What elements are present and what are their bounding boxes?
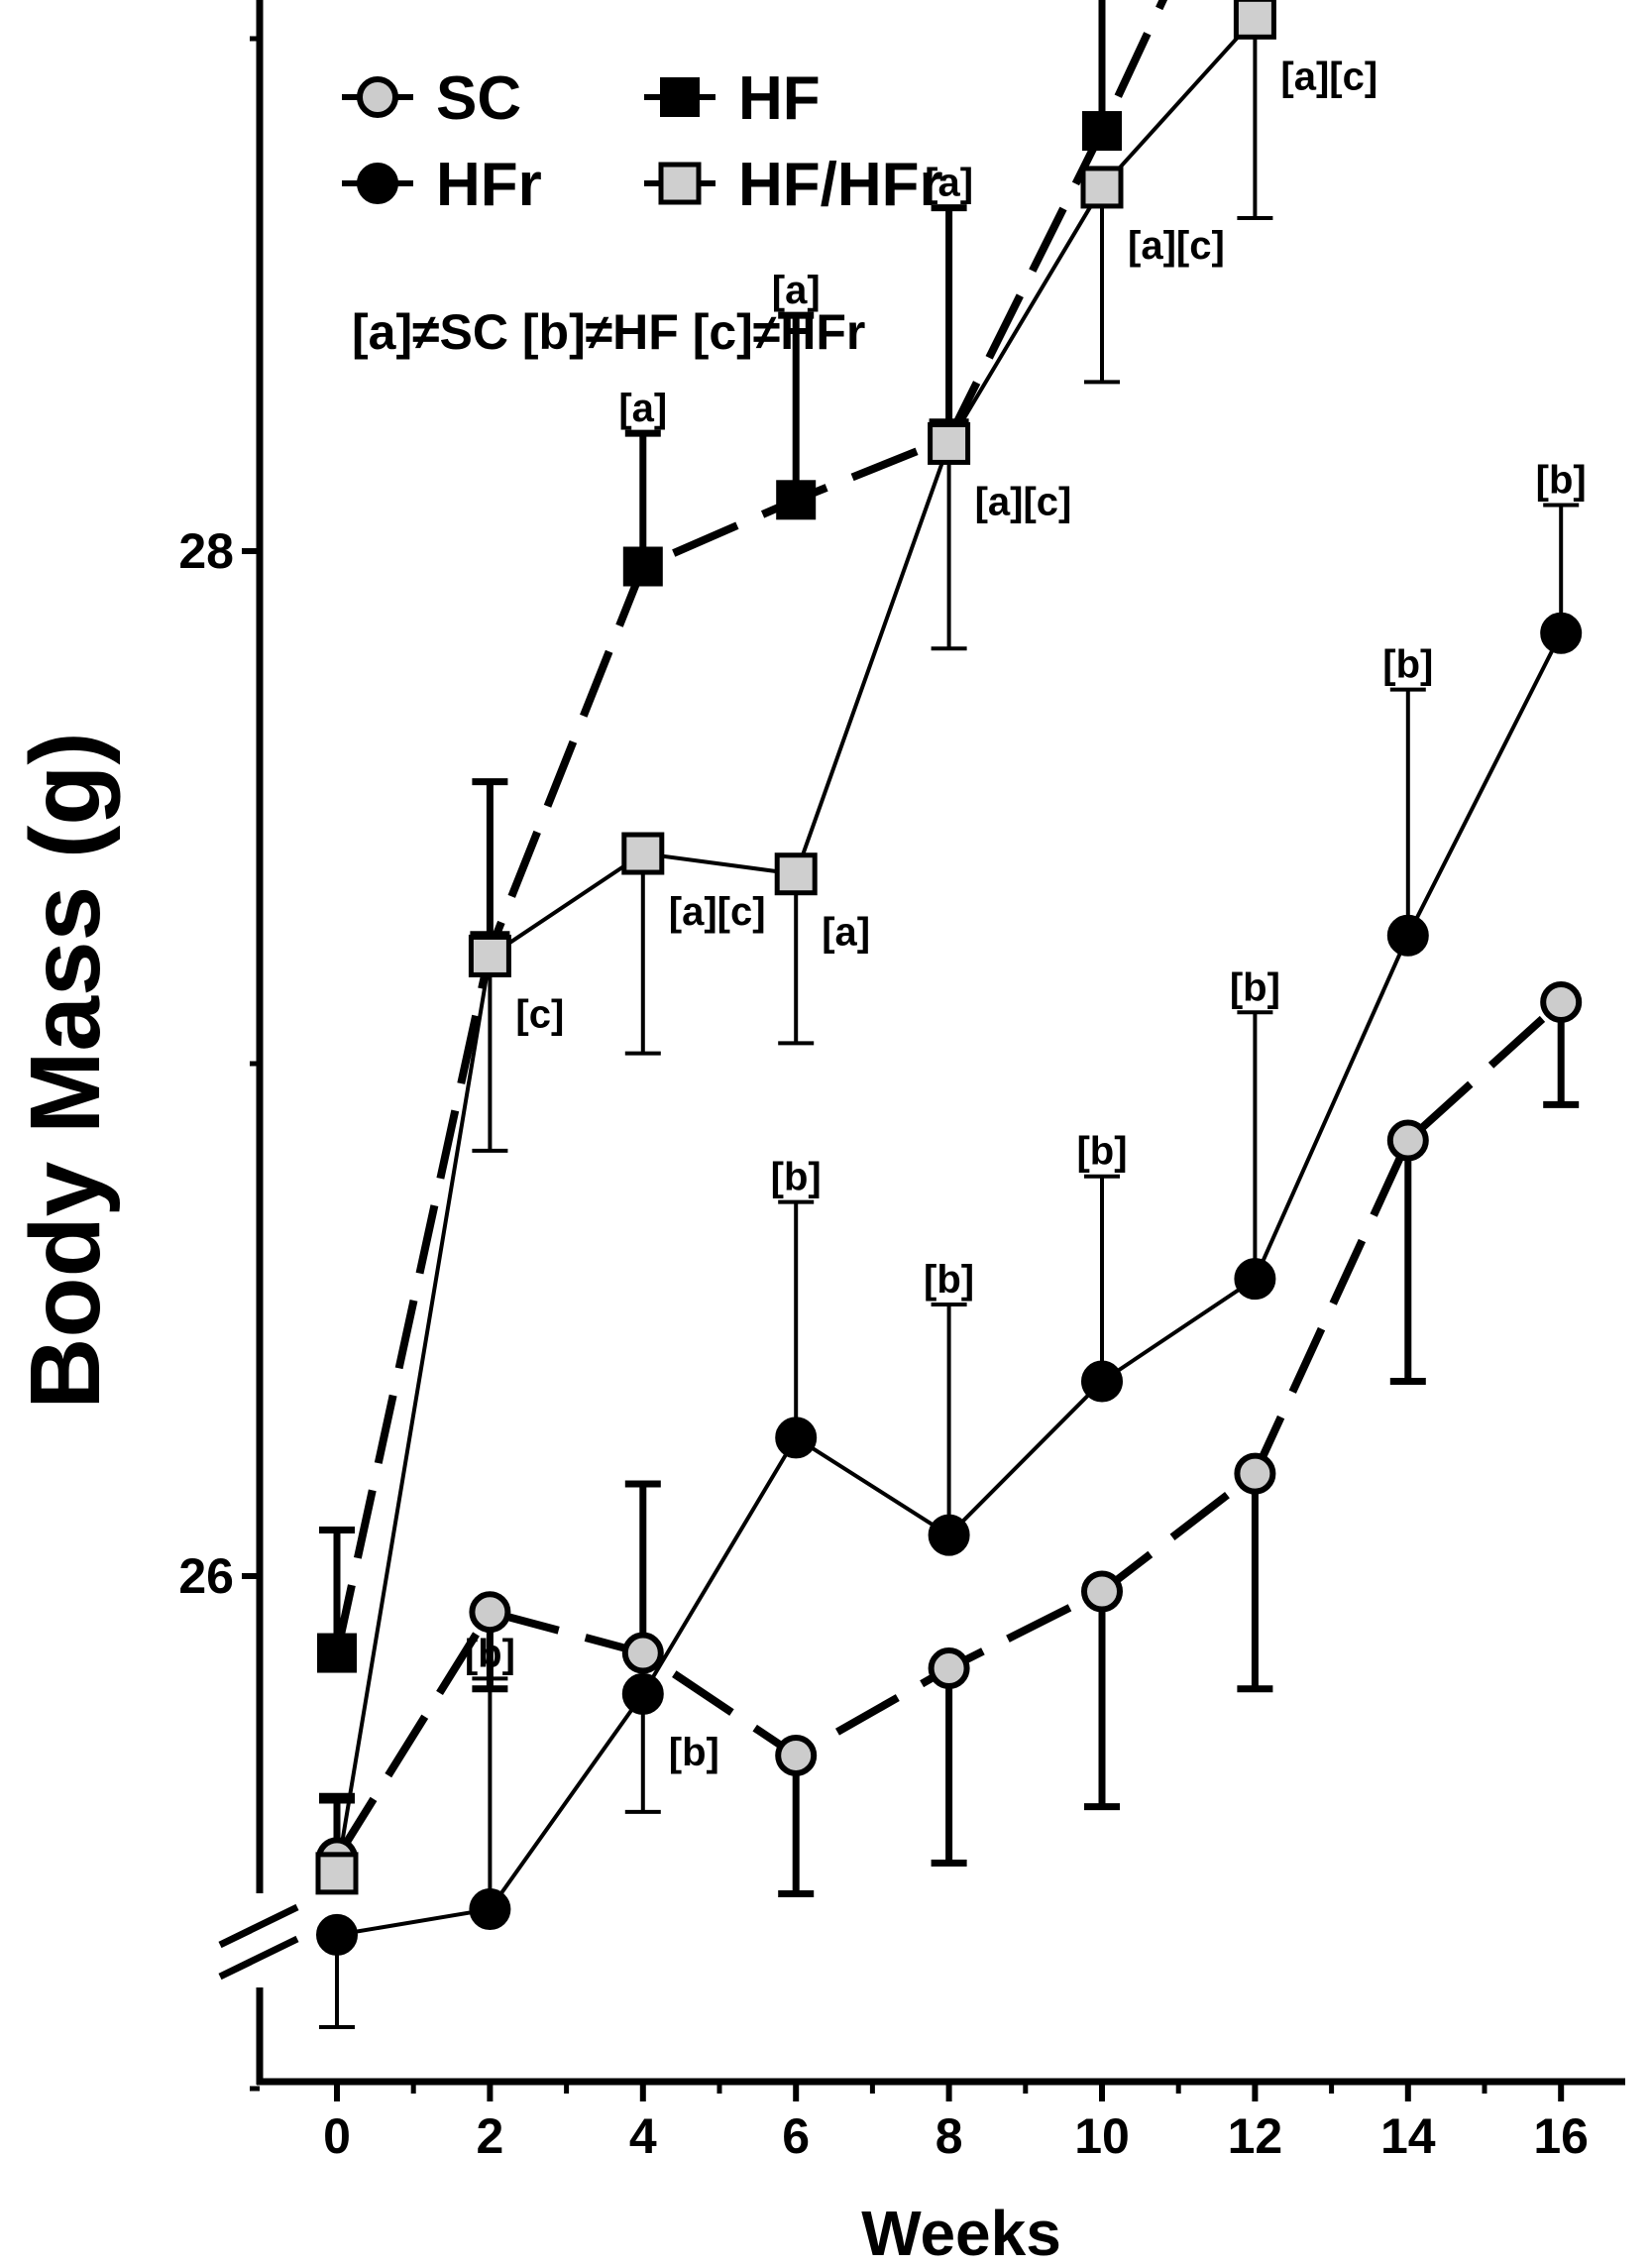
- x-tick-label: 10: [1074, 2108, 1130, 2164]
- significance-label-hf: [a]: [772, 269, 821, 312]
- significance-label-hf: [a]: [618, 387, 667, 430]
- x-tick-label: 16: [1533, 2108, 1589, 2164]
- marker-hf: [1082, 111, 1122, 152]
- marker-hfr: [1386, 914, 1429, 957]
- marker-sc: [621, 1632, 664, 1674]
- x-tick-label: 4: [629, 2108, 657, 2164]
- marker-hf: [622, 546, 663, 587]
- significance-label-hfr: [b]: [1382, 643, 1433, 687]
- marker-hf-hfr: [1080, 166, 1124, 209]
- significance-label-hf-hfr: [a][c]: [669, 890, 766, 934]
- legend-label-sc: SC: [436, 64, 521, 133]
- x-tick-label: 6: [782, 2108, 810, 2164]
- significance-label-hf-hfr: [a][c]: [975, 480, 1072, 523]
- legend: SC HFr HF HF/HFr: [342, 64, 943, 219]
- y-tick-label: 26: [178, 1548, 234, 1604]
- marker-hf-hfr: [468, 934, 511, 977]
- marker-sc: [469, 1591, 511, 1634]
- legend-label-hf: HF: [738, 64, 821, 133]
- significance-labels: [b] [b] [b] [b] [b] [b] [b] [b] [a] [a] [a] [a] [a][…: [465, 55, 1587, 1774]
- marker-hf-hfr: [774, 852, 818, 896]
- significance-label-hfr: [b]: [924, 1258, 974, 1302]
- legend-label-hfr: HFr: [436, 151, 542, 219]
- axes: 262830320246810121416: [178, 0, 1625, 2164]
- marker-hf: [776, 480, 817, 520]
- significance-label-hf-hfr: [c]: [515, 992, 564, 1036]
- marker-hfr: [928, 1514, 970, 1556]
- x-tick-label: 8: [936, 2108, 963, 2164]
- significance-label-hf: [a]: [925, 162, 973, 205]
- significance-label-hf-hfr: [a]: [822, 911, 870, 955]
- marker-hf-hfr: [1233, 0, 1276, 40]
- x-tick-label: 14: [1380, 2108, 1436, 2164]
- marker-hfr: [469, 1888, 511, 1931]
- legend-marker-hf: [660, 77, 700, 117]
- marker-hf-hfr: [315, 1852, 359, 1895]
- axis-break-mark: [218, 1903, 299, 1949]
- marker-hfr: [775, 1417, 818, 1459]
- legend-marker-hfr: [357, 163, 398, 204]
- marker-sc: [928, 1647, 970, 1690]
- legend-marker-hf-hfr: [658, 162, 702, 205]
- x-tick-label: 12: [1228, 2108, 1283, 2164]
- significance-label-hfr: [b]: [465, 1632, 515, 1675]
- significance-label-hfr: [b]: [771, 1156, 822, 1199]
- marker-sc: [1234, 1452, 1276, 1495]
- marker-hfr: [1081, 1360, 1123, 1403]
- marker-sc: [1386, 1119, 1429, 1162]
- error-bars: [319, 0, 1580, 2029]
- significance-label-hfr: [b]: [1230, 965, 1280, 1009]
- marker-hf: [317, 1633, 357, 1673]
- marker-hf-hfr: [621, 832, 665, 875]
- significance-label-hfr: [b]: [1076, 1130, 1127, 1174]
- y-tick-label: 28: [178, 523, 234, 579]
- x-tick-label: 2: [476, 2108, 503, 2164]
- marker-hfr: [316, 1913, 358, 1956]
- legend-marker-sc: [357, 76, 398, 118]
- x-tick-label: 0: [323, 2108, 351, 2164]
- significance-label-hfr: [b]: [669, 1731, 719, 1774]
- x-axis-title: Weeks: [861, 2198, 1061, 2268]
- marker-sc: [775, 1734, 818, 1776]
- significance-label-hfr: [b]: [1536, 458, 1587, 502]
- marker-sc: [1540, 980, 1583, 1023]
- axis-break-mark: [218, 1935, 299, 1981]
- y-axis-title: Body Mass (g): [10, 732, 121, 1409]
- marker-hfr: [1234, 1258, 1276, 1301]
- marker-hfr: [1540, 612, 1583, 654]
- significance-label-hf-hfr: [a][c]: [1280, 55, 1377, 98]
- markers: [315, 0, 1583, 1956]
- legend-label-hf-hfr: HF/HFr: [738, 151, 943, 219]
- marker-sc: [1081, 1570, 1123, 1613]
- marker-hf-hfr: [928, 421, 971, 465]
- significance-key: [a]≠SC [b]≠HF [c]≠HFr: [352, 304, 865, 360]
- marker-hfr: [621, 1672, 664, 1715]
- significance-label-hf-hfr: [a][c]: [1128, 224, 1225, 268]
